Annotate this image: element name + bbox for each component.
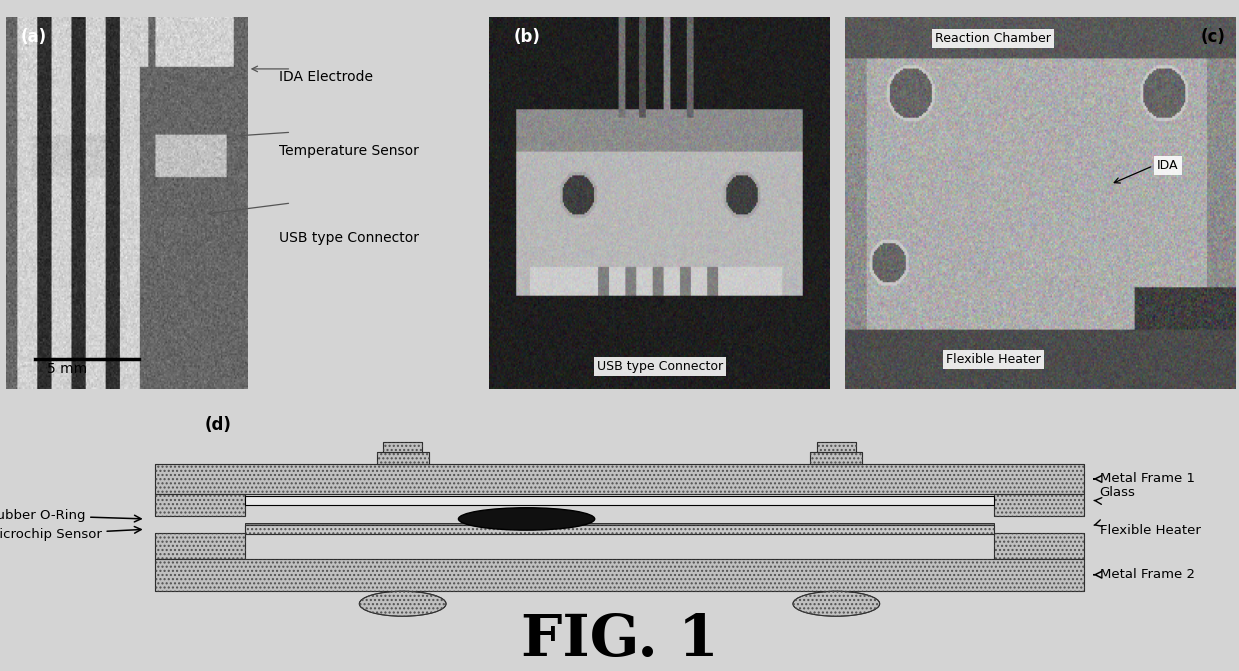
- Text: (d): (d): [204, 417, 232, 434]
- Text: Metal Frame 1: Metal Frame 1: [1094, 472, 1194, 485]
- Text: Microchip Sensor: Microchip Sensor: [0, 527, 141, 541]
- Text: IDA Electrode: IDA Electrode: [279, 70, 373, 84]
- Text: Flexible Heater: Flexible Heater: [945, 353, 1041, 366]
- Bar: [817, 442, 856, 452]
- Bar: [245, 525, 995, 533]
- Bar: [995, 494, 1084, 517]
- Text: Flexible Heater: Flexible Heater: [1094, 520, 1201, 537]
- Text: Glass: Glass: [1094, 486, 1135, 505]
- Bar: [245, 496, 995, 505]
- Bar: [377, 452, 429, 464]
- Bar: [995, 533, 1084, 558]
- Bar: [995, 533, 1084, 558]
- Text: 5 mm: 5 mm: [47, 362, 87, 376]
- Text: (c): (c): [1201, 28, 1225, 46]
- Text: Reaction Chamber: Reaction Chamber: [935, 32, 1051, 45]
- Bar: [155, 494, 245, 517]
- Text: (a): (a): [21, 28, 47, 46]
- Bar: [155, 533, 245, 558]
- Bar: [155, 494, 245, 517]
- Bar: [817, 442, 856, 452]
- Bar: [995, 494, 1084, 517]
- Bar: [810, 452, 862, 464]
- Bar: [155, 464, 1084, 494]
- Bar: [155, 558, 1084, 591]
- Bar: [377, 452, 429, 464]
- Text: IDA: IDA: [1157, 159, 1178, 172]
- Ellipse shape: [458, 508, 595, 530]
- Bar: [810, 452, 862, 464]
- Text: (b): (b): [513, 28, 540, 46]
- Text: USB type Connector: USB type Connector: [279, 231, 419, 245]
- Text: USB type Connector: USB type Connector: [597, 360, 722, 373]
- Bar: [155, 533, 245, 558]
- Bar: [245, 525, 995, 533]
- Text: Metal Frame 2: Metal Frame 2: [1094, 568, 1194, 581]
- Bar: [155, 464, 1084, 494]
- Text: Temperature Sensor: Temperature Sensor: [279, 144, 419, 158]
- Ellipse shape: [793, 591, 880, 616]
- Text: FIG. 1: FIG. 1: [520, 612, 719, 668]
- Bar: [383, 442, 422, 452]
- Bar: [383, 442, 422, 452]
- Bar: [155, 558, 1084, 591]
- Text: Rubber O-Ring: Rubber O-Ring: [0, 509, 141, 522]
- Ellipse shape: [359, 591, 446, 616]
- Bar: [245, 523, 995, 527]
